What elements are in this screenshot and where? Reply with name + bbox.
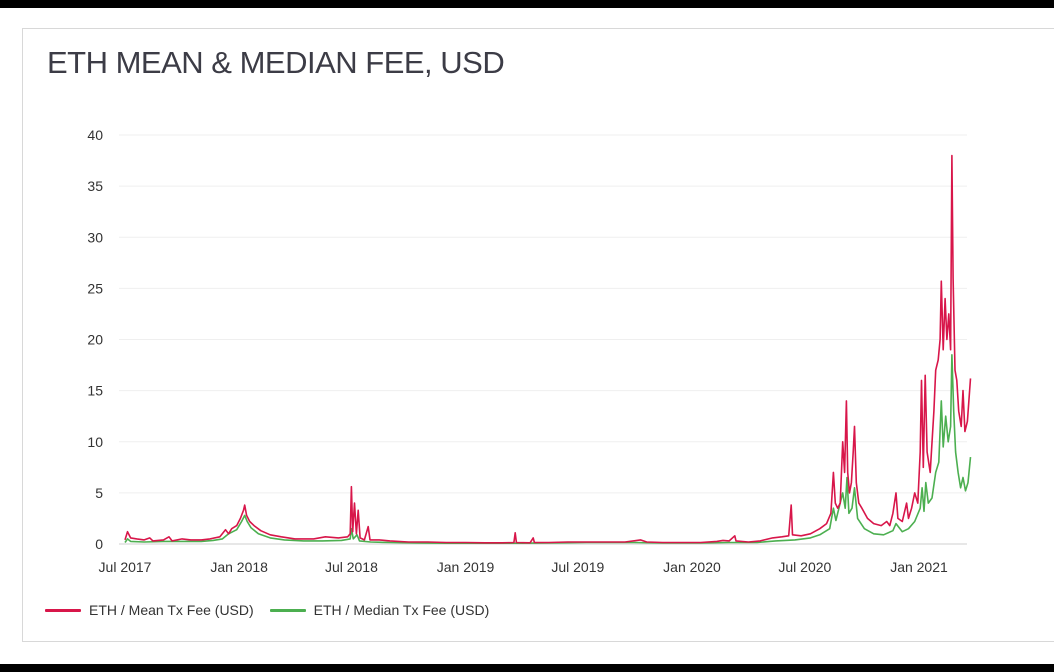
x-tick-label: Jan 2019 [437,559,495,575]
chart-card: ETH MEAN & MEDIAN FEE, USD 0 5 10 15 20 25 30 3… [22,28,1054,642]
y-tick-label: 0 [95,536,103,552]
chart-legend: ETH / Mean Tx Fee (USD) ETH / Median Tx … [45,602,505,618]
y-tick-label: 10 [87,434,103,450]
legend-item-median[interactable]: ETH / Median Tx Fee (USD) [269,602,490,618]
series-line-median[interactable] [124,354,972,544]
legend-item-mean[interactable]: ETH / Mean Tx Fee (USD) [45,602,254,618]
y-tick-label: 35 [87,178,103,194]
x-tick-label: Jul 2020 [778,559,831,575]
y-tick-label: 25 [87,280,103,296]
y-tick-label: 40 [87,127,103,143]
x-tick-label: Jul 2019 [551,559,604,575]
x-tick-label: Jan 2020 [663,559,721,575]
x-tick-label: Jul 2018 [325,559,378,575]
legend-label-mean: ETH / Mean Tx Fee (USD) [89,602,254,618]
legend-swatch-median [269,608,306,612]
legend-swatch-mean [45,608,81,612]
screen-frame: ETH MEAN & MEDIAN FEE, USD 0 5 10 15 20 25 30 3… [0,8,1054,664]
gridlines [119,134,967,545]
y-tick-label: 15 [87,383,103,399]
x-tick-label: Jan 2018 [210,559,268,575]
y-tick-label: 5 [95,485,103,501]
legend-label-median: ETH / Median Tx Fee (USD) [313,602,490,618]
series-line-mean[interactable] [124,154,972,544]
y-tick-label: 30 [87,229,103,245]
x-tick-label: Jan 2021 [890,559,948,575]
y-axis-ticks: 0 5 10 15 20 25 30 35 40 [87,127,103,552]
x-axis-ticks: Jul 2017 Jan 2018 Jul 2018 Jan 2019 Jul 2019… [99,559,948,575]
y-tick-label: 20 [87,332,103,348]
series-lines [124,154,972,544]
x-tick-label: Jul 2017 [99,559,152,575]
chart-title: ETH MEAN & MEDIAN FEE, USD [47,45,505,80]
